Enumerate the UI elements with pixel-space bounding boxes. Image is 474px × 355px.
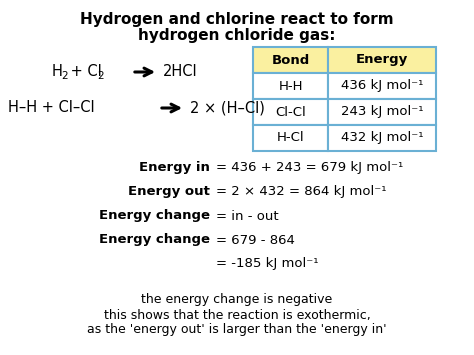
Text: Hydrogen and chlorine react to form: Hydrogen and chlorine react to form — [80, 12, 394, 27]
Text: 432 kJ mol⁻¹: 432 kJ mol⁻¹ — [341, 131, 423, 144]
Text: Energy out: Energy out — [128, 186, 210, 198]
Text: = 2 × 432 = 864 kJ mol⁻¹: = 2 × 432 = 864 kJ mol⁻¹ — [216, 186, 386, 198]
Bar — [328, 47, 436, 73]
Text: 2: 2 — [61, 71, 68, 81]
Text: hydrogen chloride gas:: hydrogen chloride gas: — [138, 28, 336, 43]
Text: + Cl: + Cl — [66, 65, 102, 80]
Text: = 436 + 243 = 679 kJ mol⁻¹: = 436 + 243 = 679 kJ mol⁻¹ — [216, 162, 403, 175]
Bar — [328, 99, 436, 125]
Text: 243 kJ mol⁻¹: 243 kJ mol⁻¹ — [341, 105, 423, 119]
Bar — [253, 73, 328, 99]
Bar — [328, 73, 436, 99]
Text: = 679 - 864: = 679 - 864 — [216, 234, 295, 246]
Text: 436 kJ mol⁻¹: 436 kJ mol⁻¹ — [341, 80, 423, 93]
Text: Energy in: Energy in — [139, 162, 210, 175]
Bar — [328, 125, 436, 151]
Text: Energy change: Energy change — [99, 234, 210, 246]
Text: 2HCl: 2HCl — [163, 65, 198, 80]
Text: H–H + Cl–Cl: H–H + Cl–Cl — [8, 100, 95, 115]
Text: H-Cl: H-Cl — [277, 131, 304, 144]
Text: Energy: Energy — [356, 54, 408, 66]
Bar — [253, 47, 328, 73]
Text: H-H: H-H — [278, 80, 303, 93]
Text: = -185 kJ mol⁻¹: = -185 kJ mol⁻¹ — [216, 257, 319, 271]
Text: this shows that the reaction is exothermic,: this shows that the reaction is exotherm… — [104, 308, 370, 322]
Text: H: H — [52, 65, 63, 80]
Text: the energy change is negative: the energy change is negative — [141, 294, 333, 306]
Text: 2 × (H–Cl): 2 × (H–Cl) — [190, 100, 265, 115]
Text: as the 'energy out' is larger than the 'energy in': as the 'energy out' is larger than the '… — [87, 323, 387, 337]
Bar — [253, 99, 328, 125]
Text: 2: 2 — [97, 71, 104, 81]
Text: Energy change: Energy change — [99, 209, 210, 223]
Bar — [253, 125, 328, 151]
Text: Bond: Bond — [272, 54, 310, 66]
Text: Cl-Cl: Cl-Cl — [275, 105, 306, 119]
Text: = in - out: = in - out — [216, 209, 279, 223]
